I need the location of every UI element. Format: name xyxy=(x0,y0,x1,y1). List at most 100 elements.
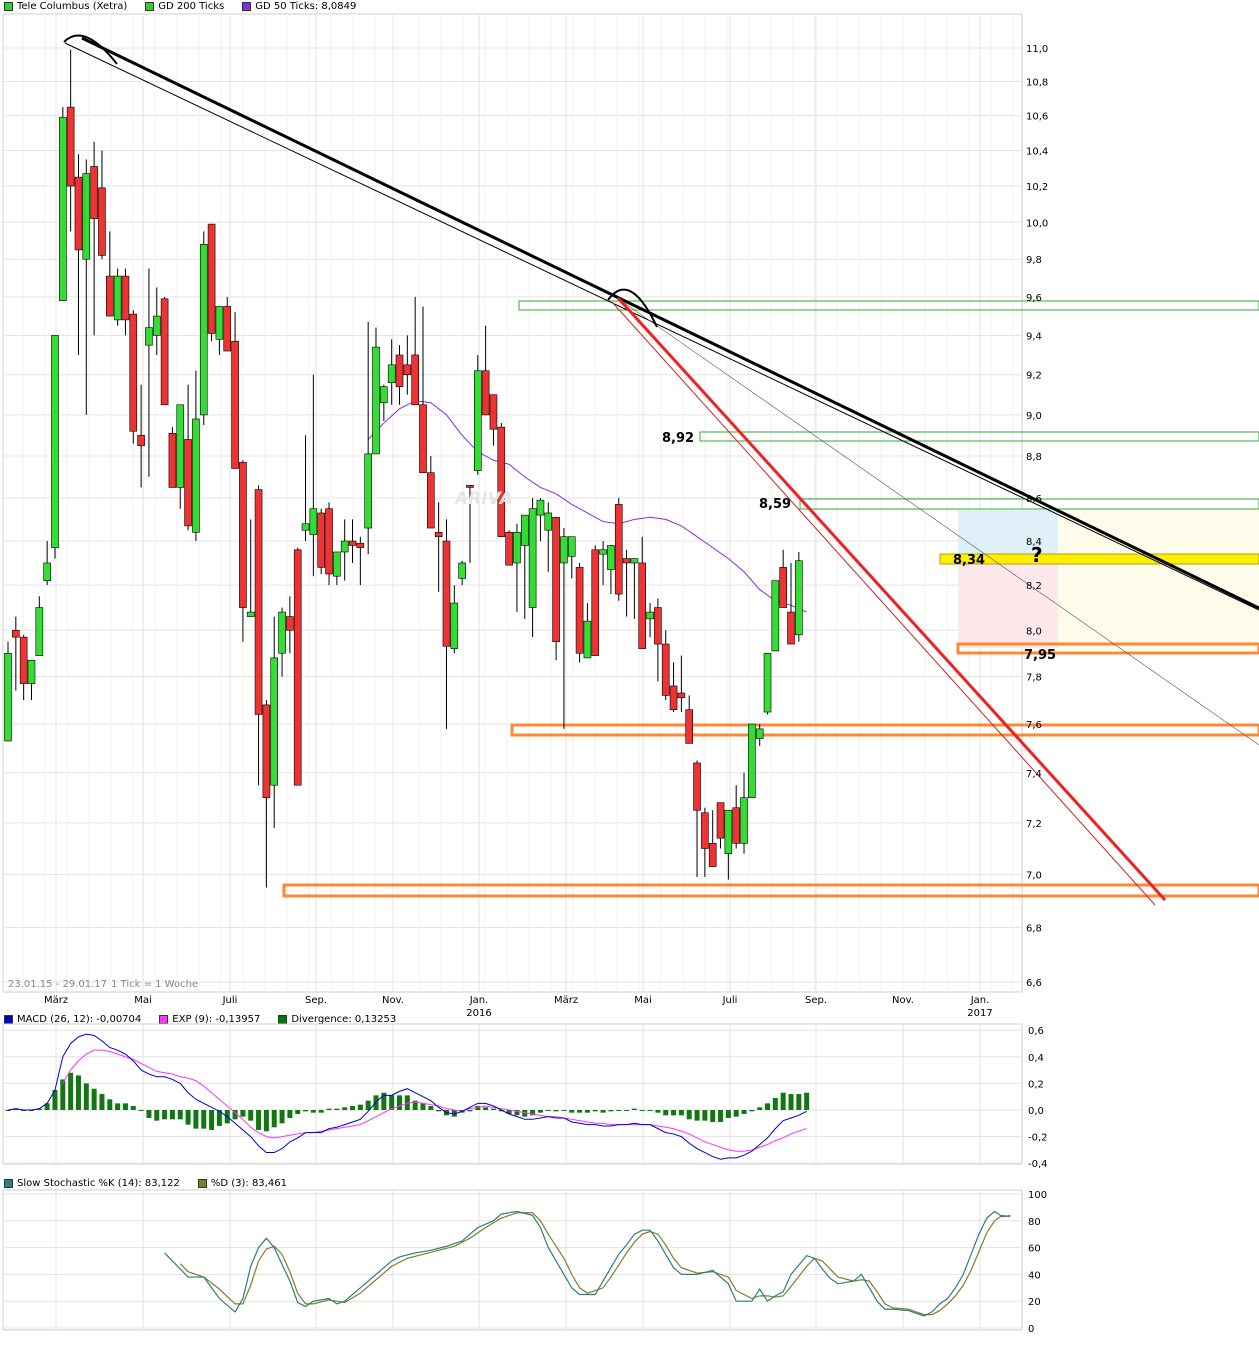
candle-body xyxy=(278,611,286,654)
candle-body xyxy=(654,607,662,645)
divergence-bar xyxy=(240,1110,246,1117)
candle-body xyxy=(333,551,341,577)
x-tick-label: Juli xyxy=(722,995,738,1006)
macd-y-tick-label: -0,2 xyxy=(1028,1133,1048,1144)
divergence-bar xyxy=(608,1110,614,1112)
candle-body xyxy=(661,643,670,696)
divergence-bar xyxy=(749,1110,755,1112)
candle-body xyxy=(35,607,44,656)
x-tick-label: März xyxy=(554,995,578,1006)
x-tick-label: Sep. xyxy=(805,995,827,1006)
candle-body xyxy=(513,532,521,564)
candle-body xyxy=(152,315,161,336)
price-y-tick-label: 9,6 xyxy=(1026,293,1042,304)
candle-body xyxy=(12,629,20,638)
macd-y-tick-label: 0,2 xyxy=(1028,1079,1044,1090)
candle-body xyxy=(121,275,130,321)
candle-body xyxy=(442,540,451,647)
candle-body xyxy=(755,728,764,739)
support-6-95 xyxy=(282,883,1259,898)
divergence-bar xyxy=(436,1110,442,1112)
divergence-bar xyxy=(68,1072,74,1110)
macd-panel-frame xyxy=(2,1023,1023,1165)
candle-body xyxy=(74,176,83,251)
candle-body xyxy=(168,432,177,488)
trendline-down-red-thin xyxy=(611,301,1156,906)
x-tick-label: Mai xyxy=(134,995,152,1006)
price-y-tick-label: 6,8 xyxy=(1026,923,1042,934)
divergence-bar xyxy=(138,1110,144,1111)
divergence-bar xyxy=(600,1110,606,1113)
x-year-label: 2017 xyxy=(967,1008,992,1019)
candle-body xyxy=(286,616,294,631)
divergence-bar xyxy=(389,1095,395,1110)
candle-body xyxy=(607,545,615,570)
candle-body xyxy=(387,364,396,383)
divergence-bar xyxy=(592,1110,598,1112)
price-y-tick-label: 7,6 xyxy=(1026,720,1042,731)
divergence-bar xyxy=(663,1110,669,1116)
divergence-bar xyxy=(624,1110,630,1111)
candle-body xyxy=(348,540,357,546)
candle-body xyxy=(497,426,506,538)
watermark: ARIVA xyxy=(453,489,513,509)
tick-note: 1 Tick = 1 Woche xyxy=(111,979,198,990)
stoch-y-tick-label: 100 xyxy=(1028,1190,1047,1201)
top-arc-2016 xyxy=(607,288,658,328)
stoch-legend: Slow Stochastic %K (14): 83,122 %D (3): … xyxy=(4,1178,305,1189)
candle-body xyxy=(411,354,419,406)
candle-body xyxy=(505,532,513,566)
divergence-bar xyxy=(75,1075,81,1110)
price-y-tick-label: 10,8 xyxy=(1026,78,1048,89)
price-panel-frame xyxy=(2,13,1023,993)
stoch-d-line xyxy=(179,1212,1011,1316)
candle-body xyxy=(43,562,51,581)
candle-body xyxy=(207,223,216,334)
candle-body xyxy=(419,404,427,473)
annotation-7-95: 7,95 xyxy=(1024,648,1056,663)
candle-body xyxy=(528,508,537,608)
price-y-tick-label: 8,6 xyxy=(1026,494,1042,505)
x-tick-label: Sep. xyxy=(305,995,327,1006)
candle-body xyxy=(614,504,623,595)
divergence-bar xyxy=(577,1110,583,1113)
divergence-bar xyxy=(804,1092,810,1110)
candle-body xyxy=(481,370,490,416)
macd-y-tick-label: 0,6 xyxy=(1028,1026,1044,1037)
price-legend: Tele Columbus (Xetra) GD 200 Ticks GD 50… xyxy=(4,1,374,12)
divergence-bar xyxy=(631,1108,637,1110)
candle-body xyxy=(262,704,271,798)
candle-body xyxy=(380,386,388,404)
price-y-tick-label: 8,2 xyxy=(1026,581,1042,592)
stoch-y-tick-label: 60 xyxy=(1028,1244,1041,1255)
candle-body xyxy=(763,652,772,713)
candle-body xyxy=(787,611,795,645)
candle-body xyxy=(489,394,498,430)
candle-body xyxy=(66,106,75,187)
price-y-tick-label: 7,4 xyxy=(1026,769,1042,780)
divergence-bar xyxy=(647,1110,653,1111)
divergence-bar xyxy=(271,1110,277,1128)
legend-item-stoch-k: Slow Stochastic %K (14): 83,122 xyxy=(4,1178,180,1189)
candle-body xyxy=(325,508,333,575)
candle-body xyxy=(364,453,372,529)
price-y-tick-label: 9,8 xyxy=(1026,255,1042,266)
divergence-bar xyxy=(788,1094,794,1110)
candle-body xyxy=(184,439,192,527)
candle-body xyxy=(223,306,232,352)
annotation-8-92: 8,92 xyxy=(662,431,694,446)
x-tick-label: März xyxy=(44,995,68,1006)
divergence-bar xyxy=(397,1095,402,1110)
support-7-95 xyxy=(956,642,1259,655)
divergence-bar xyxy=(404,1095,410,1110)
divergence-bar xyxy=(616,1110,622,1111)
candle-body xyxy=(192,418,200,533)
trendline-down-red xyxy=(616,296,1167,902)
divergence-bar xyxy=(279,1110,285,1124)
price-y-tick-label: 10,0 xyxy=(1026,218,1048,229)
divergence-bar xyxy=(694,1110,700,1121)
price-y-tick-label: 11,0 xyxy=(1026,44,1048,55)
divergence-bar xyxy=(177,1110,183,1120)
candle-body xyxy=(356,542,365,548)
